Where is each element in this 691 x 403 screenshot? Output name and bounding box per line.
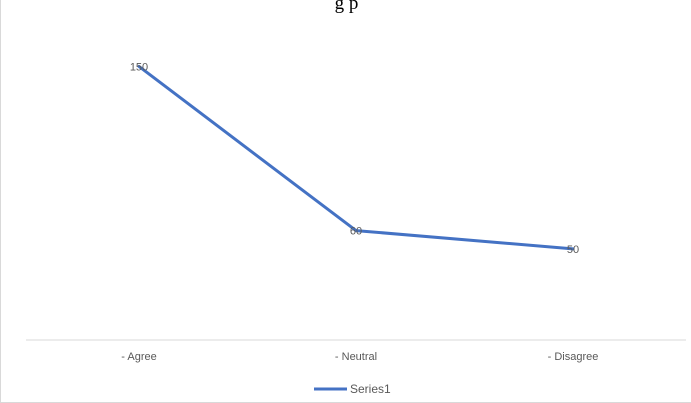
series1-line (137, 64, 575, 251)
category-label-0: - Agree (121, 351, 156, 363)
category-label-2: - Disagree (548, 351, 599, 363)
category-label-1: - Neutral (335, 351, 377, 363)
data-label-1: 60 (350, 226, 362, 238)
data-labels: 150 60 50 (130, 61, 579, 255)
legend-label-series1: Series1 (350, 382, 391, 396)
data-label-2: 50 (567, 244, 579, 256)
category-labels: - Agree - Neutral - Disagree (121, 351, 598, 363)
data-label-0: 150 (130, 61, 148, 73)
chart-title-fragment: g p (334, 0, 359, 14)
legend: Series1 (314, 382, 391, 396)
